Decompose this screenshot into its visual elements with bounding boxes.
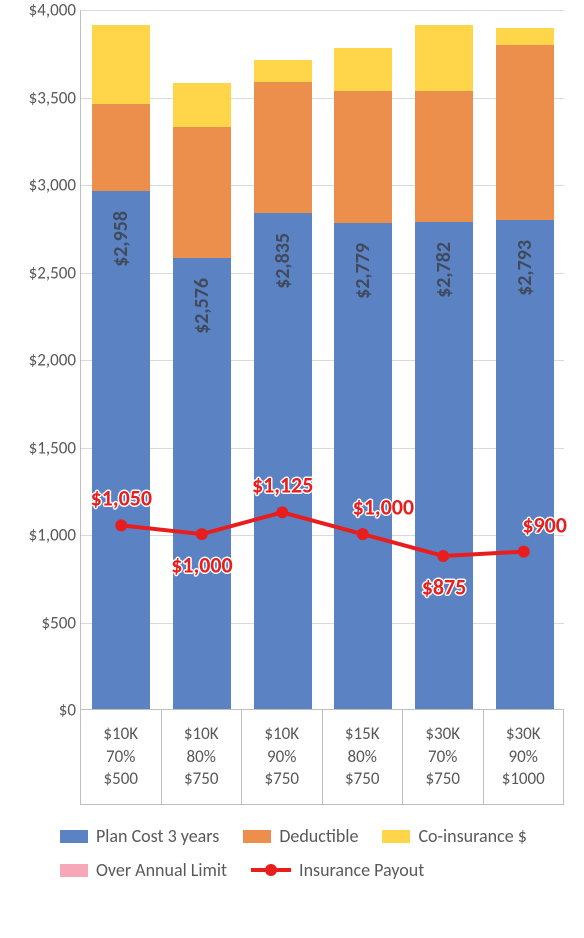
x-category-line: $750 [426, 768, 460, 791]
x-category-line: $750 [184, 768, 218, 791]
x-category: $10K90%$750 [242, 710, 323, 805]
legend-item: Insurance Payout [251, 859, 424, 881]
x-category-line: $1000 [502, 768, 545, 791]
x-category-line: $30K [506, 723, 541, 746]
legend-swatch [243, 830, 271, 843]
legend-swatch [60, 864, 88, 877]
overlay-line [81, 10, 564, 709]
x-category: $10K80%$750 [162, 710, 243, 805]
x-category-line: 70% [428, 746, 457, 769]
y-tick-label: $2,500 [6, 262, 76, 283]
payout-label: $1,000 [171, 552, 232, 579]
payout-label: $1,050 [91, 485, 152, 512]
payout-marker [518, 546, 530, 558]
x-category-line: $750 [345, 768, 379, 791]
chart-container: $0 $500 $1,000 $1,500 $2,000 $2,500 $3,000 $3,5… [0, 0, 584, 938]
x-category-line: $10K [103, 723, 138, 746]
x-category-line: 80% [348, 746, 377, 769]
x-axis: $10K70%$500$10K80%$750$10K90%$750$15K80%… [80, 710, 564, 805]
legend-label: Co-insurance $ [418, 825, 526, 847]
payout-label: $900 [522, 511, 567, 538]
payout-marker [115, 519, 127, 531]
x-category-line: 70% [106, 746, 135, 769]
x-category-line: $750 [265, 768, 299, 791]
plot-area: $2,958$2,576$2,835$2,779$2,782$2,793 $1,… [80, 10, 564, 710]
y-tick-label: $3,000 [6, 175, 76, 196]
y-tick-label: $1,000 [6, 525, 76, 546]
y-tick-label: $3,500 [6, 87, 76, 108]
payout-marker [437, 550, 449, 562]
payout-marker [357, 528, 369, 540]
x-category-line: $10K [184, 723, 219, 746]
x-category-line: 80% [187, 746, 216, 769]
x-category: $30K90%$1000 [484, 710, 565, 805]
x-category-line: $15K [345, 723, 380, 746]
x-category-line: $30K [425, 723, 460, 746]
x-category-line: 90% [509, 746, 538, 769]
legend-label: Insurance Payout [299, 859, 424, 881]
x-category-line: $10K [264, 723, 299, 746]
x-category-line: $500 [104, 768, 138, 791]
legend-item: Plan Cost 3 years [60, 825, 219, 847]
legend-label: Deductible [279, 825, 358, 847]
x-category: $10K70%$500 [80, 710, 162, 805]
payout-line [121, 512, 524, 556]
legend-label: Plan Cost 3 years [96, 825, 219, 847]
legend-item: Deductible [243, 825, 358, 847]
legend-item: Over Annual Limit [60, 859, 227, 881]
y-tick-label: $2,000 [6, 350, 76, 371]
y-tick-label: $0 [6, 700, 76, 721]
payout-marker [196, 528, 208, 540]
legend-label: Over Annual Limit [96, 859, 227, 881]
legend-swatch [60, 830, 88, 843]
legend-swatch [382, 830, 410, 843]
payout-label: $875 [422, 573, 467, 600]
x-category: $15K80%$750 [323, 710, 404, 805]
y-tick-label: $1,500 [6, 437, 76, 458]
x-category-line: 90% [267, 746, 296, 769]
y-tick-label: $4,000 [6, 0, 76, 21]
legend-item: Co-insurance $ [382, 825, 526, 847]
payout-label: $1,125 [252, 472, 313, 499]
payout-label: $1,000 [353, 494, 414, 521]
x-category: $30K70%$750 [403, 710, 484, 805]
legend-line-swatch [251, 862, 291, 878]
legend: Plan Cost 3 years Deductible Co-insurance … [60, 825, 565, 881]
y-tick-label: $500 [6, 612, 76, 633]
payout-marker [276, 506, 288, 518]
